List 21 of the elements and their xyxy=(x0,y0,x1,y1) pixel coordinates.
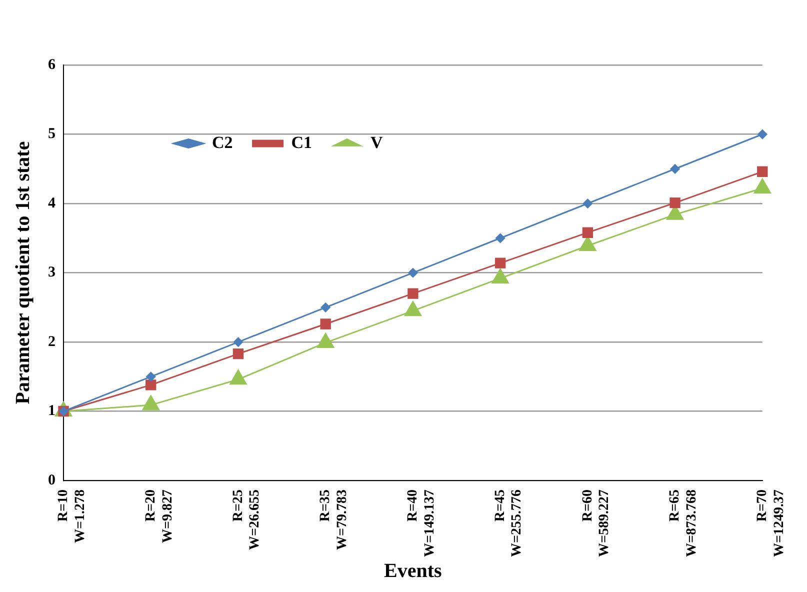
y-tick-label: 1 xyxy=(48,403,56,420)
x-tick-label: R=60 W=589.227 xyxy=(580,490,612,558)
y-tick-label: 6 xyxy=(48,56,56,73)
y-tick-label: 0 xyxy=(48,472,56,488)
x-tick-label: R=40 W=149.137 xyxy=(406,490,438,558)
x-tick-label: R=45 W=255.776 xyxy=(492,490,525,558)
x-tick-label: R=65 W=873.768 xyxy=(668,490,700,558)
x-tick-label: R=35 W=79.783 xyxy=(318,490,350,550)
y-tick-label: 5 xyxy=(48,126,56,142)
y-axis-title: Parameter quotient to 1st state xyxy=(12,141,34,404)
y-tick-label: 3 xyxy=(48,264,56,281)
x-tick-label: R=25 W=26.655 xyxy=(230,490,263,550)
y-tick-label: 4 xyxy=(48,195,56,212)
x-axis-title: Events xyxy=(384,560,442,582)
x-tick-label: R=20 W=9.827 xyxy=(143,490,176,544)
legend-label: V xyxy=(370,132,384,152)
x-tick-label: R=10 W=1.278 xyxy=(56,490,88,544)
legend-label: C1 xyxy=(291,132,312,152)
legend-label: C2 xyxy=(212,132,233,152)
x-tick-label: R=70 W=1249.37 xyxy=(755,490,787,558)
y-tick-label: 2 xyxy=(48,334,56,350)
